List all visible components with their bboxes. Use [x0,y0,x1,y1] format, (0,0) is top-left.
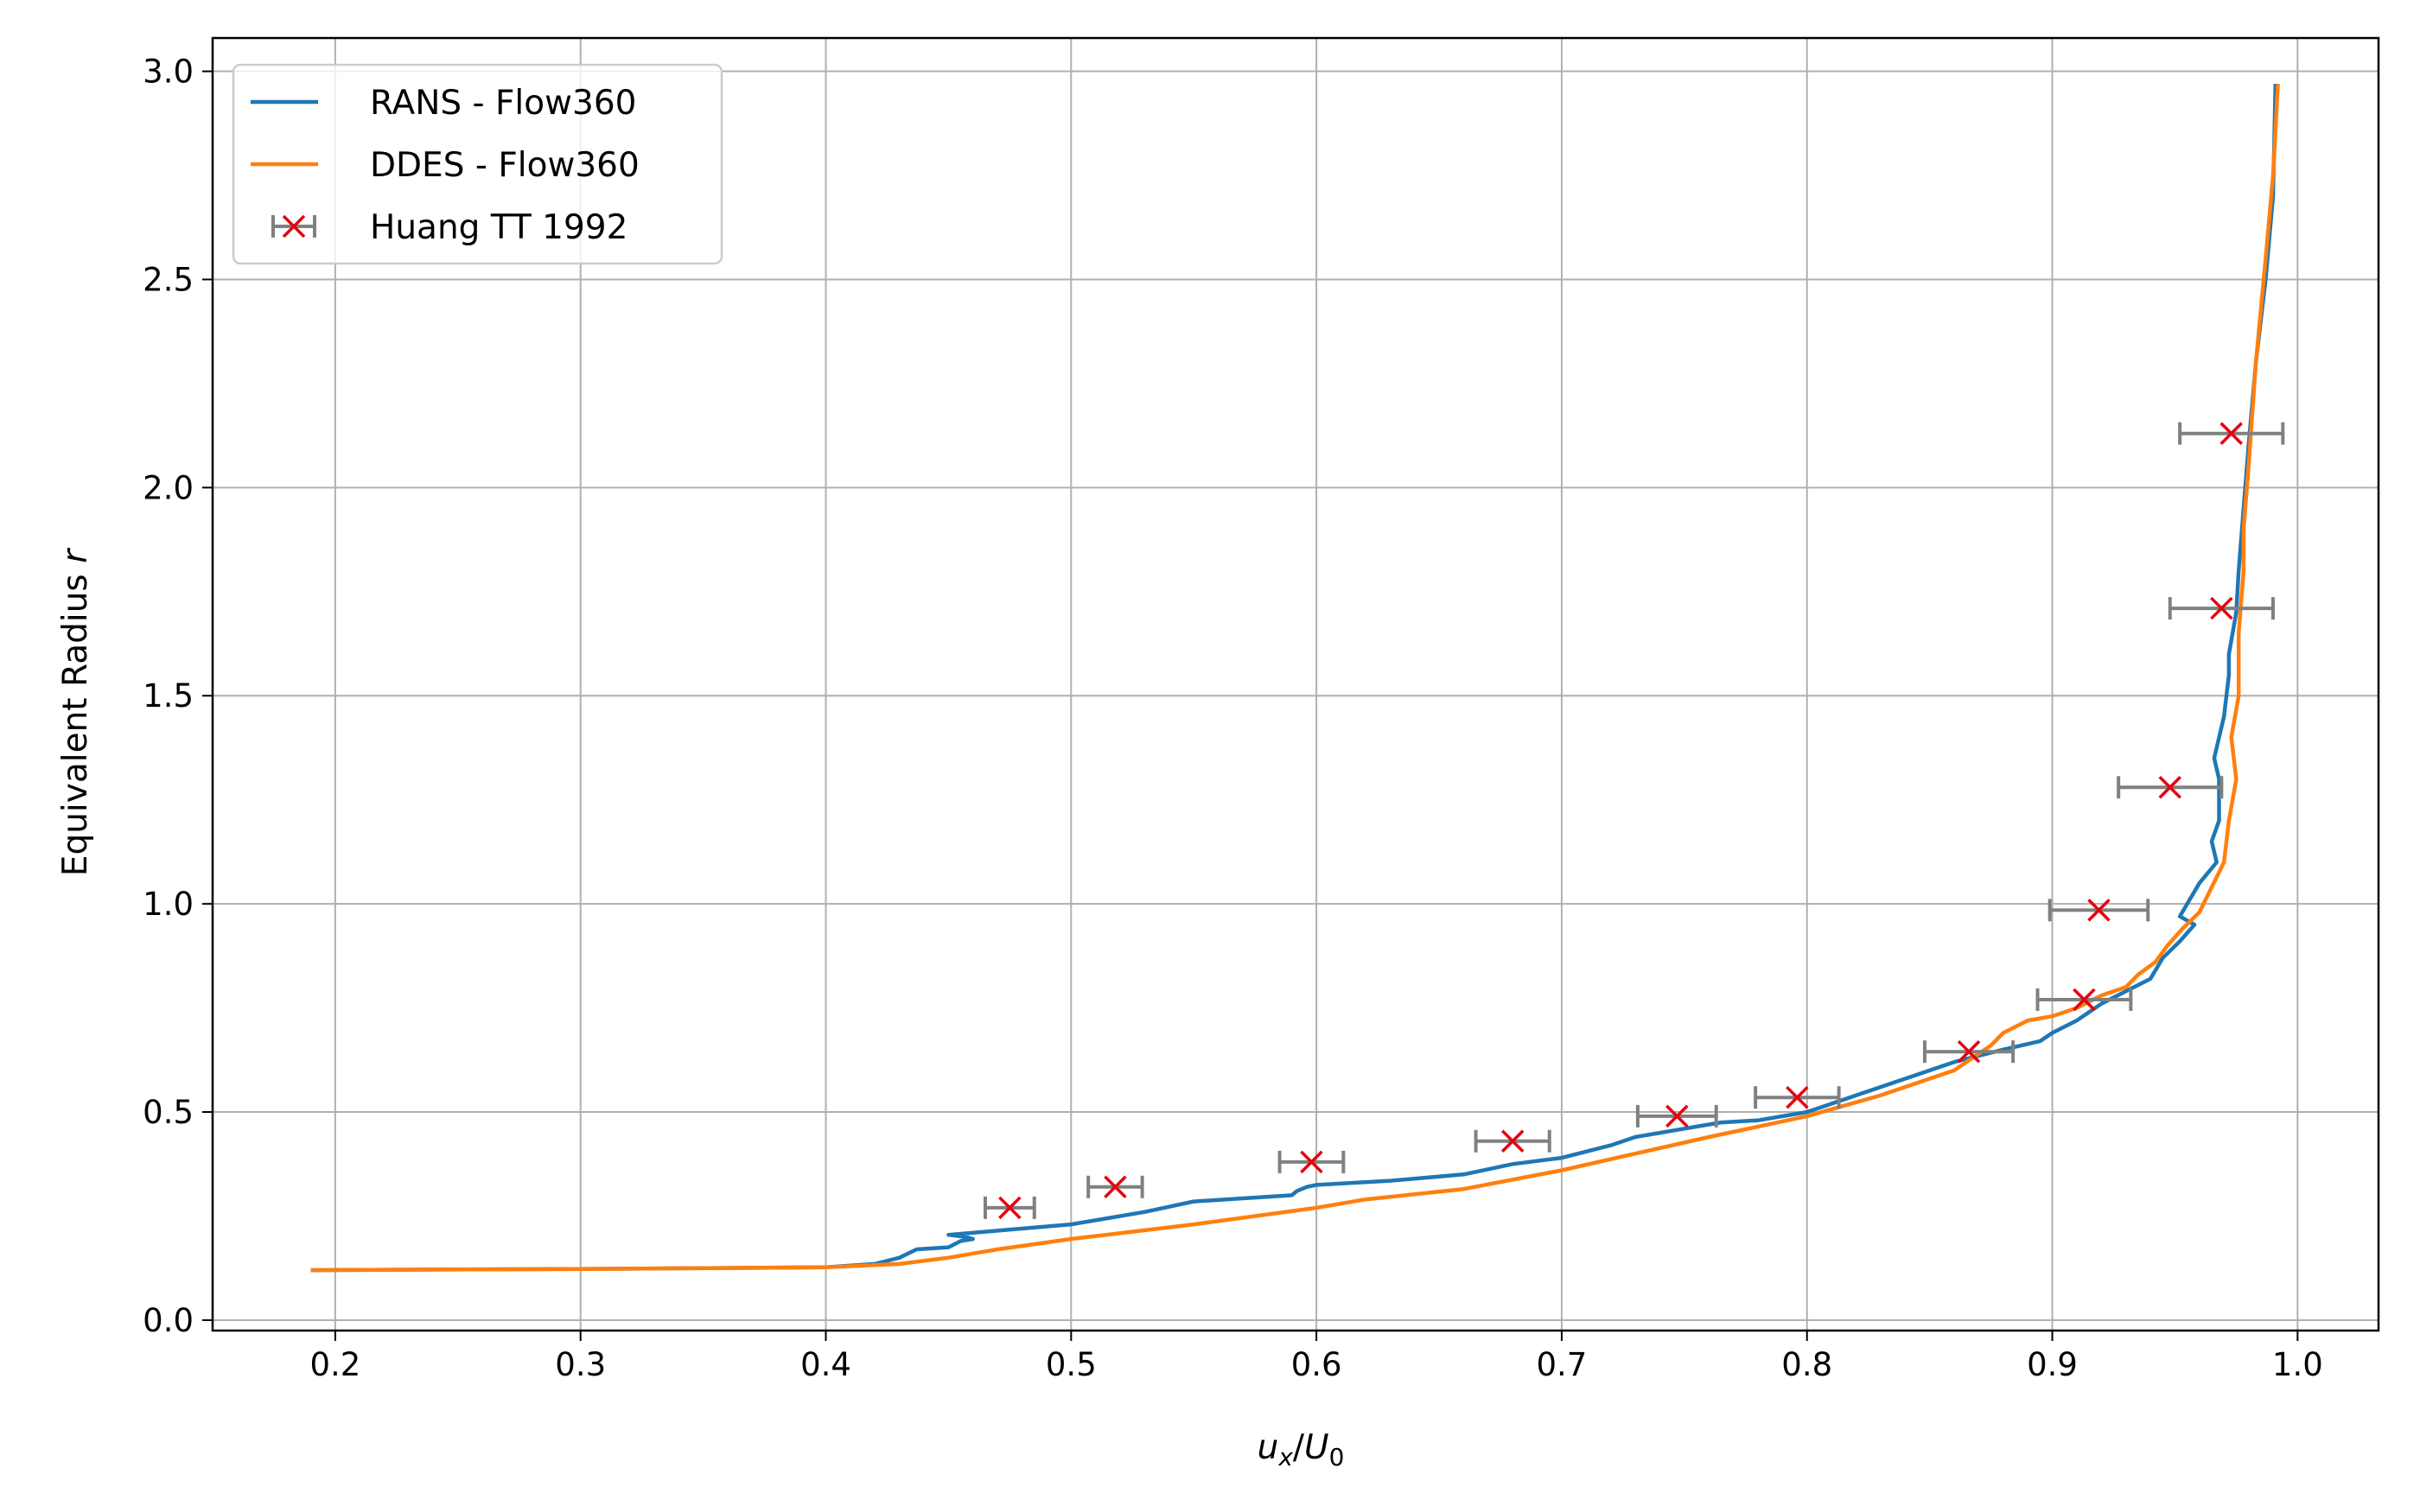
y-label-symbol: r [56,547,95,563]
data-point-huang [2178,422,2285,445]
data-point-huang [2035,988,2133,1012]
y-label-text: Equivalent Radius [56,563,95,876]
y-axis-label: Equivalent Radius r [56,547,95,876]
marker-x [2087,899,2111,922]
data-point-huang [1922,1039,2016,1064]
marker-x [1300,1150,1323,1174]
data-point-huang [1754,1085,1841,1109]
legend-marker [282,214,306,238]
marker-x [2158,776,2182,799]
x-label-sub-0: 0 [1329,1443,1345,1471]
x-tick-label: 0.3 [555,1346,606,1383]
x-label-u: u [1258,1428,1279,1467]
x-tick-label: 0.2 [309,1346,360,1383]
legend-box [232,63,723,265]
x-tick-label: 0.7 [1537,1346,1588,1383]
marker-x [1104,1175,1127,1199]
x-tick-label: 0.9 [2027,1346,2078,1383]
x-tick-label: 0.8 [1781,1346,1832,1383]
legend: RANS - Flow360 DDES - Flow360 Huang TT 1… [232,63,723,265]
legend-label-ddes: DDES - Flow360 [370,146,640,185]
data-point-huang [1635,1104,1718,1128]
x-tick-label: 1.0 [2272,1346,2323,1383]
marker-x [1665,1104,1689,1128]
y-tick-label: 2.0 [143,469,194,506]
y-tick-label: 1.5 [143,677,194,715]
legend-label-rans: RANS - Flow360 [370,84,636,123]
data-point-huang [2047,899,2150,922]
plot-frame [211,36,2380,1332]
x-tick-label: 0.6 [1291,1346,1342,1383]
legend-swatch-huang [271,214,316,238]
series-line-rans [310,83,2278,1273]
data-point-huang [2117,776,2224,799]
x-tick-label: 0.4 [800,1346,851,1383]
marker-x [998,1196,1022,1220]
marker-x [2073,988,2096,1012]
data-point-huang [1277,1150,1346,1174]
marker-x [2219,422,2243,445]
y-tick-label: 1.0 [143,886,194,923]
marker-x [1957,1039,1981,1064]
data-point-huang [1474,1129,1551,1153]
x-label-slash: / [1293,1428,1305,1467]
y-tick-label: 0.0 [143,1302,194,1339]
x-label-U: U [1304,1428,1329,1467]
x-label-sub-x: x [1277,1443,1293,1471]
x-tick-label: 0.5 [1046,1346,1097,1383]
data-point-huang [983,1196,1036,1220]
marker-x [1786,1085,1809,1109]
y-tick-label: 2.5 [143,261,194,298]
x-axis: 0.2 0.3 0.4 0.5 0.6 0.7 0.8 0.9 1.0 [309,1331,2323,1383]
y-tick-label: 0.5 [143,1094,194,1131]
x-axis-label: ux/U0 [1258,1428,1345,1471]
y-tick-label: 3.0 [143,54,194,91]
legend-label-huang: Huang TT 1992 [370,208,627,247]
data-point-huang [1086,1175,1144,1199]
plot-area [213,38,2379,1331]
marker-x [2210,596,2233,620]
marker-x [1500,1129,1525,1153]
y-axis: 0.0 0.5 1.0 1.5 2.0 2.5 3.0 [143,54,213,1339]
data-point-huang [2168,596,2275,620]
